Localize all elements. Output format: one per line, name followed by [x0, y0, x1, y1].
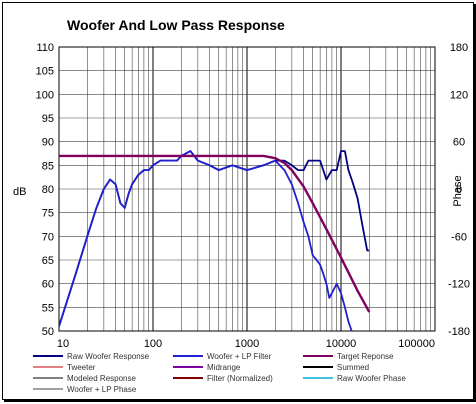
x-tick-label: 100: [144, 338, 162, 350]
legend-entry: Raw Woofer Phase: [337, 374, 406, 383]
y-tick-label: 65: [42, 255, 54, 267]
x-axis-ticks: 10 100 1000 10000 100000: [57, 338, 435, 350]
y-tick-label: 55: [42, 302, 54, 314]
legend-entry: Woofer + LP Filter: [207, 352, 272, 361]
y-tick-label: 95: [42, 113, 54, 125]
y2-tick-label: 60: [453, 137, 465, 149]
x-tick-label: 1000: [235, 338, 259, 350]
response-chart: Woofer And Low Pass Response 50 55 60 65 70 7…: [13, 17, 470, 394]
y2-tick-label: 0: [456, 184, 462, 196]
legend-entry: Woofer + LP Phase: [67, 385, 137, 394]
y-axis-label: dB: [13, 186, 26, 198]
y-tick-label: 70: [42, 231, 54, 243]
legend-entry: Tweeter: [67, 363, 96, 372]
series-line-target-reponse: [59, 154, 371, 313]
legend-entry: Summed: [337, 363, 369, 372]
plot-area: [58, 46, 436, 332]
y-tick-label: 110: [36, 42, 54, 54]
series-line-woofer-lp-filter: [59, 150, 353, 331]
y-tick-label: 100: [36, 89, 54, 101]
series-line-raw-woofer-response: [59, 150, 370, 327]
x-tick-label: 100000: [398, 338, 435, 350]
y2-tick-label: -120: [448, 279, 470, 291]
y2-tick-label: -60: [451, 231, 467, 243]
y2-axis-ticks: -180 -120 -60 0 60 120 180: [448, 42, 470, 338]
y2-axis-label: Phase: [452, 175, 464, 206]
y-tick-label: 105: [36, 66, 54, 78]
series-layer: [59, 150, 371, 331]
chart-frame: Woofer And Low Pass Response 50 55 60 65 70 7…: [2, 2, 474, 400]
x-tick-label: 10000: [326, 338, 357, 350]
y-tick-label: 85: [42, 160, 54, 172]
y-tick-label: 90: [42, 137, 54, 149]
legend-entry: Modeled Response: [67, 374, 136, 383]
y-tick-label: 60: [42, 279, 54, 291]
plot-grid: [58, 46, 435, 332]
chart-title: Woofer And Low Pass Response: [67, 17, 285, 33]
legend-entry: Target Reponse: [337, 352, 394, 361]
y2-tick-label: 120: [450, 89, 468, 101]
legend-entry: Filter (Normalized): [207, 374, 273, 383]
y2-tick-label: 180: [450, 42, 468, 54]
y-tick-label: 80: [42, 184, 54, 196]
y-tick-label: 75: [42, 208, 54, 220]
legend-entry: Raw Woofer Response: [67, 352, 150, 361]
y-axis-ticks: 50 55 60 65 70 75 80 85 90 95 100 105 110: [36, 42, 54, 338]
x-tick-label: 10: [57, 338, 69, 350]
legend: Raw Woofer Response Woofer + LP Filter Tar…: [33, 352, 406, 394]
legend-entry: Midrange: [207, 363, 241, 372]
y2-tick-label: -180: [448, 326, 470, 338]
y-tick-label: 50: [42, 326, 54, 338]
